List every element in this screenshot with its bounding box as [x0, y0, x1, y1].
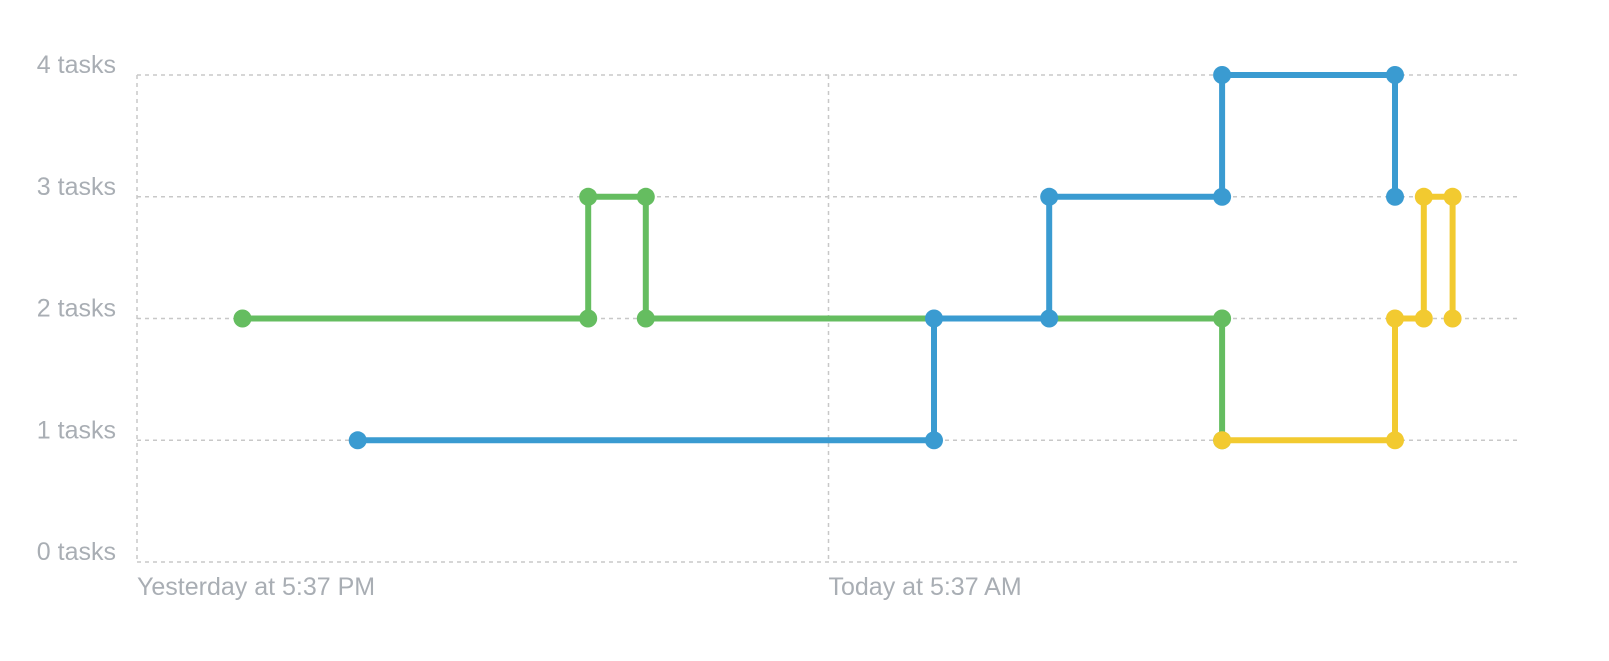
data-point[interactable] — [1213, 309, 1232, 328]
data-point[interactable] — [1040, 187, 1059, 206]
data-point[interactable] — [348, 431, 367, 450]
data-point[interactable] — [925, 309, 943, 328]
data-point[interactable] — [1414, 187, 1433, 206]
data-point[interactable] — [1443, 309, 1462, 328]
series-line — [354, 72, 1398, 444]
series-2 — [1213, 187, 1462, 450]
data-point[interactable] — [579, 309, 598, 328]
data-point[interactable] — [1213, 187, 1232, 206]
axis-labels: 0 tasks 1 tasks 2 tasks 3 tasks 4 tasks Yeste… — [37, 51, 1022, 601]
x-tick-label: Today at 5:37 AM — [829, 573, 1022, 601]
data-point[interactable] — [925, 431, 943, 450]
y-tick-label: 3 tasks — [37, 173, 116, 201]
data-point[interactable] — [636, 187, 655, 206]
data-point[interactable] — [636, 309, 655, 328]
data-point[interactable] — [1213, 66, 1232, 84]
data-point[interactable] — [1386, 431, 1404, 450]
y-tick-label: 2 tasks — [37, 295, 116, 323]
y-tick-label: 0 tasks — [37, 538, 116, 566]
y-tick-label: 4 tasks — [37, 51, 116, 79]
data-point[interactable] — [579, 187, 598, 206]
x-tick-label: Yesterday at 5:37 PM — [137, 573, 375, 601]
data-point[interactable] — [1213, 431, 1232, 450]
series-layer — [233, 66, 1462, 450]
y-tick-label: 1 tasks — [37, 416, 116, 444]
data-point[interactable] — [1443, 187, 1462, 206]
data-point[interactable] — [1414, 309, 1433, 328]
data-point[interactable] — [1386, 309, 1404, 328]
series-0 — [233, 187, 1232, 450]
data-point[interactable] — [1386, 66, 1404, 84]
series-1 — [348, 66, 1404, 450]
data-point[interactable] — [1040, 309, 1059, 328]
series-line — [239, 193, 1226, 444]
data-point[interactable] — [233, 309, 252, 328]
data-point[interactable] — [1386, 187, 1404, 206]
